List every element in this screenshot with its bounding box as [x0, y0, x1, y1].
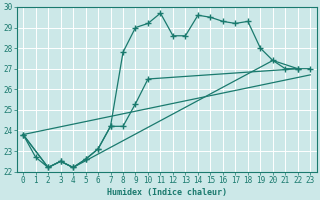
X-axis label: Humidex (Indice chaleur): Humidex (Indice chaleur) [107, 188, 227, 197]
